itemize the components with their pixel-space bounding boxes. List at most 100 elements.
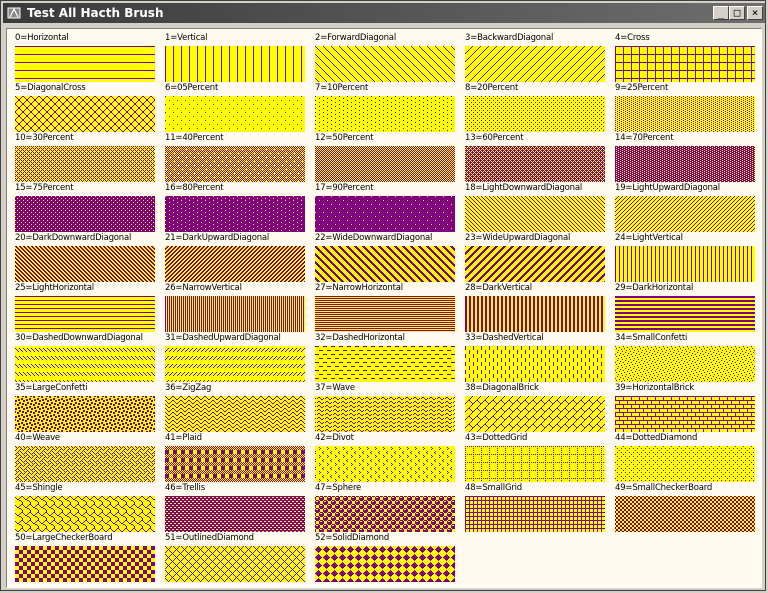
brush-swatch-light-downward-diagonal: 18=LightDownwardDiagonal	[465, 183, 607, 233]
hatch-fill	[165, 446, 305, 482]
hatch-fill	[615, 396, 755, 432]
brush-swatch-percent-40: 11=40Percent	[165, 133, 307, 183]
hatch-fill	[15, 146, 155, 182]
brush-label: 27=NarrowHorizontal	[315, 283, 403, 293]
hatch-fill	[615, 196, 755, 232]
brush-label: 39=HorizontalBrick	[615, 383, 695, 393]
brush-label: 43=DottedGrid	[465, 433, 528, 443]
close-button[interactable]: ×	[747, 6, 763, 20]
brush-swatch-percent-50: 12=50Percent	[315, 133, 457, 183]
hatch-fill	[165, 496, 305, 532]
hatch-fill	[165, 396, 305, 432]
brush-swatch-dark-vertical: 28=DarkVertical	[465, 283, 607, 333]
hatch-fill	[465, 96, 605, 132]
brush-swatch-percent-05: 6=05Percent	[165, 83, 307, 133]
brush-swatch-large-checkerboard: 50=LargeCheckerBoard	[15, 533, 157, 583]
hatch-fill	[465, 46, 605, 82]
brush-swatch-percent-60: 13=60Percent	[465, 133, 607, 183]
hatch-fill	[165, 246, 305, 282]
brush-label: 25=LightHorizontal	[15, 283, 94, 293]
brush-swatch-small-checkerboard: 49=SmallCheckerBoard	[615, 483, 757, 533]
hatch-fill	[465, 346, 605, 382]
brush-label: 31=DashedUpwardDiagonal	[165, 333, 281, 343]
hatch-fill	[315, 46, 455, 82]
hatch-fill	[465, 196, 605, 232]
hatch-fill	[15, 96, 155, 132]
hatch-fill	[15, 496, 155, 532]
brush-swatch-weave: 40=Weave	[15, 433, 157, 483]
brush-swatch-large-confetti: 35=LargeConfetti	[15, 383, 157, 433]
brush-label: 11=40Percent	[165, 133, 224, 143]
maximize-button[interactable]: □	[729, 6, 745, 20]
brush-swatch-dark-upward-diagonal: 21=DarkUpwardDiagonal	[165, 233, 307, 283]
hatch-fill	[165, 546, 305, 582]
brush-label: 16=80Percent	[165, 183, 224, 193]
brush-swatch-wide-downward-diagonal: 22=WideDownwardDiagonal	[315, 233, 457, 283]
brush-label: 34=SmallConfetti	[615, 333, 688, 343]
brush-swatch-small-grid: 48=SmallGrid	[465, 483, 607, 533]
hatch-fill	[15, 296, 155, 332]
brush-swatch-narrow-vertical: 26=NarrowVertical	[165, 283, 307, 333]
brush-label: 37=Wave	[315, 383, 355, 393]
hatch-fill	[15, 546, 155, 582]
brush-swatch-narrow-horizontal: 27=NarrowHorizontal	[315, 283, 457, 333]
brush-label: 45=Shingle	[15, 483, 63, 493]
hatch-fill	[465, 246, 605, 282]
brush-label: 7=10Percent	[315, 83, 369, 93]
app-icon[interactable]	[7, 6, 21, 20]
brush-swatch-light-horizontal: 25=LightHorizontal	[15, 283, 157, 333]
brush-swatch-dashed-horizontal: 32=DashedHorizontal	[315, 333, 457, 383]
hatch-fill	[165, 196, 305, 232]
brush-swatch-dashed-upward-diagonal: 31=DashedUpwardDiagonal	[165, 333, 307, 383]
brush-label: 47=Sphere	[315, 483, 362, 493]
brush-label: 38=DiagonalBrick	[465, 383, 539, 393]
brush-swatch-trellis: 46=Trellis	[165, 483, 307, 533]
brush-grid: 0=Horizontal 1=Vertical 2=ForwardDiagonal 3…	[6, 28, 762, 588]
hatch-fill	[15, 196, 155, 232]
brush-label: 48=SmallGrid	[465, 483, 522, 493]
brush-label: 44=DottedDiamond	[615, 433, 698, 443]
brush-label: 15=75Percent	[15, 183, 74, 193]
hatch-fill	[615, 496, 755, 532]
hatch-fill	[165, 46, 305, 82]
hatch-fill	[615, 96, 755, 132]
brush-label: 24=LightVertical	[615, 233, 683, 243]
minimize-button[interactable]: _	[713, 6, 729, 20]
brush-swatch-wide-upward-diagonal: 23=WideUpwardDiagonal	[465, 233, 607, 283]
hatch-fill	[15, 446, 155, 482]
brush-swatch-percent-70: 14=70Percent	[615, 133, 757, 183]
brush-swatch-percent-80: 16=80Percent	[165, 183, 307, 233]
brush-label: 46=Trellis	[165, 483, 205, 493]
brush-swatch-zigzag: 36=ZigZag	[165, 383, 307, 433]
hatch-fill	[315, 396, 455, 432]
brush-label: 49=SmallCheckerBoard	[615, 483, 713, 493]
hatch-fill	[315, 196, 455, 232]
hatch-fill	[315, 296, 455, 332]
hatch-fill	[315, 496, 455, 532]
brush-label: 40=Weave	[15, 433, 60, 443]
brush-swatch-horizontal-brick: 39=HorizontalBrick	[615, 383, 757, 433]
brush-label: 51=OutlinedDiamond	[165, 533, 254, 543]
hatch-fill	[465, 296, 605, 332]
brush-label: 30=DashedDownwardDiagonal	[15, 333, 143, 343]
hatch-fill	[615, 446, 755, 482]
hatch-fill	[165, 296, 305, 332]
brush-label: 26=NarrowVertical	[165, 283, 242, 293]
close-icon: ×	[751, 6, 759, 19]
title-bar[interactable]: Test All Hacth Brush _ □ ×	[3, 3, 765, 23]
brush-label: 50=LargeCheckerBoard	[15, 533, 113, 543]
hatch-fill	[465, 396, 605, 432]
hatch-fill	[165, 96, 305, 132]
brush-swatch-diagonal-cross: 5=DiagonalCross	[15, 83, 157, 133]
brush-swatch-divot: 42=Divot	[315, 433, 457, 483]
brush-swatch-percent-20: 8=20Percent	[465, 83, 607, 133]
brush-label: 33=DashedVertical	[465, 333, 544, 343]
brush-label: 35=LargeConfetti	[15, 383, 88, 393]
hatch-fill	[465, 496, 605, 532]
brush-swatch-horizontal: 0=Horizontal	[15, 33, 157, 83]
brush-label: 13=60Percent	[465, 133, 524, 143]
hatch-fill	[315, 546, 455, 582]
hatch-fill	[615, 46, 755, 82]
brush-label: 14=70Percent	[615, 133, 674, 143]
brush-label: 0=Horizontal	[15, 33, 69, 43]
